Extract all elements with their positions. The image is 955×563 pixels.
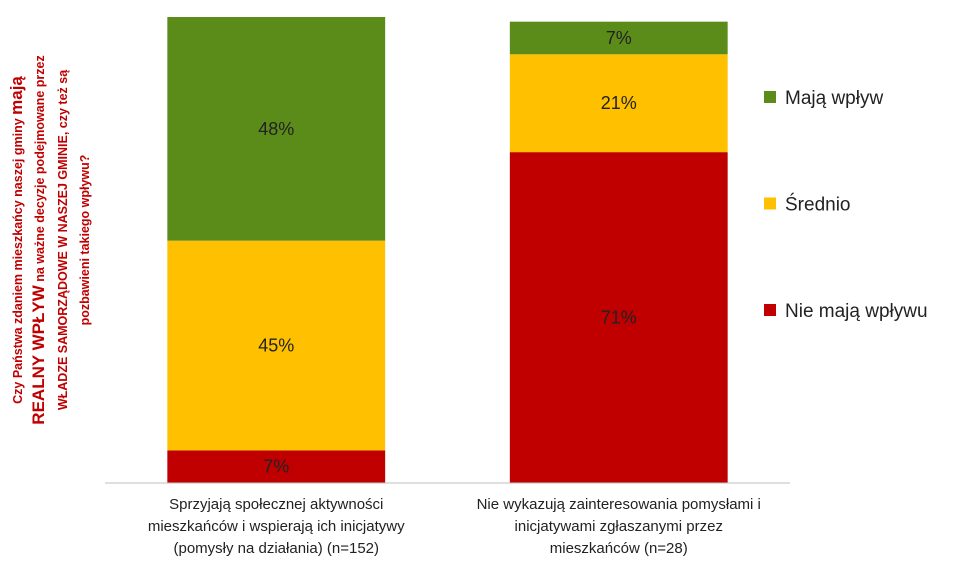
- legend-label: Mają wpływ: [785, 88, 883, 109]
- y-axis-title-part: pozbawieni takiego wpływu?: [78, 155, 92, 326]
- value-label: 71%: [601, 308, 637, 328]
- legend-label: Średnio: [785, 194, 851, 216]
- legend-label: Nie mają wpływu: [785, 301, 928, 322]
- y-axis-title: Czy Państwa zdaniem mieszkańcy naszej gm…: [7, 55, 92, 424]
- y-axis-title-part: REALNY WPŁYW: [29, 284, 48, 424]
- y-axis-title-part: mają: [7, 76, 26, 115]
- y-axis-title-line: WŁADZE SAMORZĄDOWE W NASZEJ GMINIE, czy …: [56, 69, 70, 410]
- y-axis-title-part: na ważne decyzje podejmowane przez: [33, 55, 47, 285]
- bar-segment: [167, 450, 386, 483]
- value-label: 45%: [258, 336, 294, 356]
- value-label: 7%: [606, 28, 632, 48]
- bar-segment: [167, 240, 386, 451]
- y-axis-title-line: REALNY WPŁYW na ważne decyzje podejmowan…: [29, 55, 48, 424]
- y-axis-title-line: Czy Państwa zdaniem mieszkańcy naszej gm…: [7, 76, 26, 404]
- y-axis-title-part: WŁADZE SAMORZĄDOWE W NASZEJ GMINIE, czy …: [56, 69, 70, 410]
- legend-swatch: [764, 91, 776, 103]
- legend-swatch: [764, 304, 776, 316]
- x-tick-label: Nie wykazują zainteresowania pomysłami i…: [476, 496, 761, 557]
- legend-swatch: [764, 197, 776, 210]
- value-label: 48%: [258, 119, 294, 139]
- bar-segment: [167, 17, 386, 241]
- value-label: 7%: [263, 457, 289, 477]
- bar-segment: [509, 21, 728, 55]
- y-axis-title-line: pozbawieni takiego wpływu?: [78, 155, 92, 326]
- x-tick-label: Sprzyjają społecznej aktywności mieszkań…: [147, 496, 405, 557]
- bar-segment: [509, 54, 728, 153]
- value-label: 21%: [601, 93, 637, 113]
- y-axis-title-part: Czy Państwa zdaniem mieszkańcy naszej gm…: [11, 115, 25, 404]
- bar-segment: [509, 152, 728, 483]
